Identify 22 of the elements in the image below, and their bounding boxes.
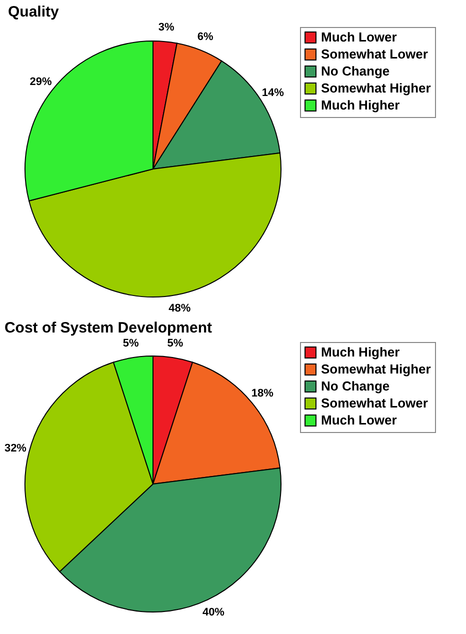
data-label: 3% xyxy=(158,22,175,34)
data-label: 5% xyxy=(122,338,139,350)
legend-label: Much Lower xyxy=(321,30,397,44)
data-label: 40% xyxy=(202,606,225,618)
chart-title: Cost of System Development xyxy=(4,320,212,337)
legend-label: Much Higher xyxy=(321,98,400,112)
legend-label: Somewhat Lower xyxy=(321,46,428,62)
data-label: 14% xyxy=(262,86,284,99)
data-label: 29% xyxy=(30,76,52,88)
chart-title: Quality xyxy=(8,4,60,21)
legend-label: Somewhat Higher xyxy=(321,80,431,96)
data-label: 32% xyxy=(4,442,27,455)
legend-label: Much Lower xyxy=(321,412,397,428)
legend-label: Much Higher xyxy=(321,344,400,360)
data-label: 6% xyxy=(197,30,214,43)
legend-label: No Change xyxy=(321,64,390,78)
data-label: 48% xyxy=(168,302,191,314)
data-label: 5% xyxy=(167,338,184,350)
legend-label: No Change xyxy=(321,378,390,394)
legend-label: Somewhat Higher xyxy=(321,362,431,376)
legend-label: Somewhat Lower xyxy=(321,396,428,410)
data-label: 18% xyxy=(251,387,274,400)
